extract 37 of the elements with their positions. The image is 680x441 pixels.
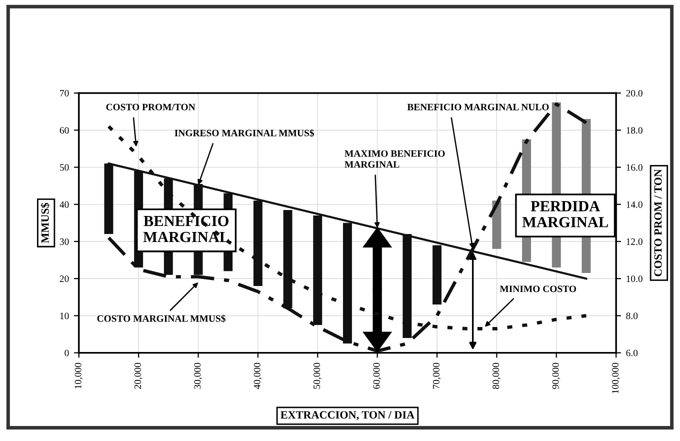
x-tick-label: 40,000 xyxy=(254,362,262,390)
annotation: INGRESO MARGINAL MMUS$ xyxy=(174,129,314,137)
y2-tick-label: 6.0 xyxy=(626,350,638,356)
x-tick-label: 20,000 xyxy=(134,362,142,389)
y2-tick-label: 18.0 xyxy=(626,127,642,134)
y-tick-label: 70 xyxy=(60,90,69,97)
x-tick-label: 70,000 xyxy=(432,362,441,389)
y-axis-title: MMUS$ xyxy=(40,202,50,244)
y2-tick-label: 16.0 xyxy=(626,164,642,171)
x-tick-label: 90,000 xyxy=(552,362,560,389)
y-tick-label: 10 xyxy=(60,312,69,320)
y-tick-label: 20 xyxy=(60,275,69,282)
annotation: MINIMO COSTO xyxy=(500,286,576,292)
annotation: COSTO PROM/TON xyxy=(106,104,196,110)
y-tick-label: 0 xyxy=(64,350,69,356)
y-tick-label: 50 xyxy=(60,164,69,171)
annotation: BENEFICIO MARGINAL xyxy=(143,216,229,242)
y2-tick-label: 8.0 xyxy=(626,312,638,320)
x-axis-title: EXTRACCION, TON / DIA xyxy=(280,411,414,420)
y-tick-label: 30 xyxy=(60,238,69,245)
x-tick-label: 60,000 xyxy=(373,362,382,389)
x-tick-label: 100,000 xyxy=(612,362,620,394)
annotation: COSTO MARGINAL MMUS$ xyxy=(97,314,226,322)
y-tick-label: 60 xyxy=(60,127,69,134)
y2-tick-label: 14.0 xyxy=(626,201,642,208)
annotation: MAXIMO BENEFICIO MARGINAL xyxy=(344,150,445,168)
x-tick-label: 50,000 xyxy=(314,362,322,389)
y2-tick-label: 12.0 xyxy=(626,238,642,245)
x-tick-label: 80,000 xyxy=(492,362,501,389)
x-tick-label: 30,000 xyxy=(194,362,202,389)
y2-tick-label: 20.0 xyxy=(626,90,642,97)
annotation: BENEFICIO MARGINAL NULO xyxy=(407,104,549,110)
y-tick-label: 40 xyxy=(60,201,69,208)
x-tick-label: 10,000 xyxy=(74,362,83,388)
y2-axis-title: COSTO PROM / TON xyxy=(654,169,662,276)
y2-tick-label: 10.0 xyxy=(626,275,642,282)
annotation: PERDIDA MARGINAL xyxy=(522,201,608,228)
